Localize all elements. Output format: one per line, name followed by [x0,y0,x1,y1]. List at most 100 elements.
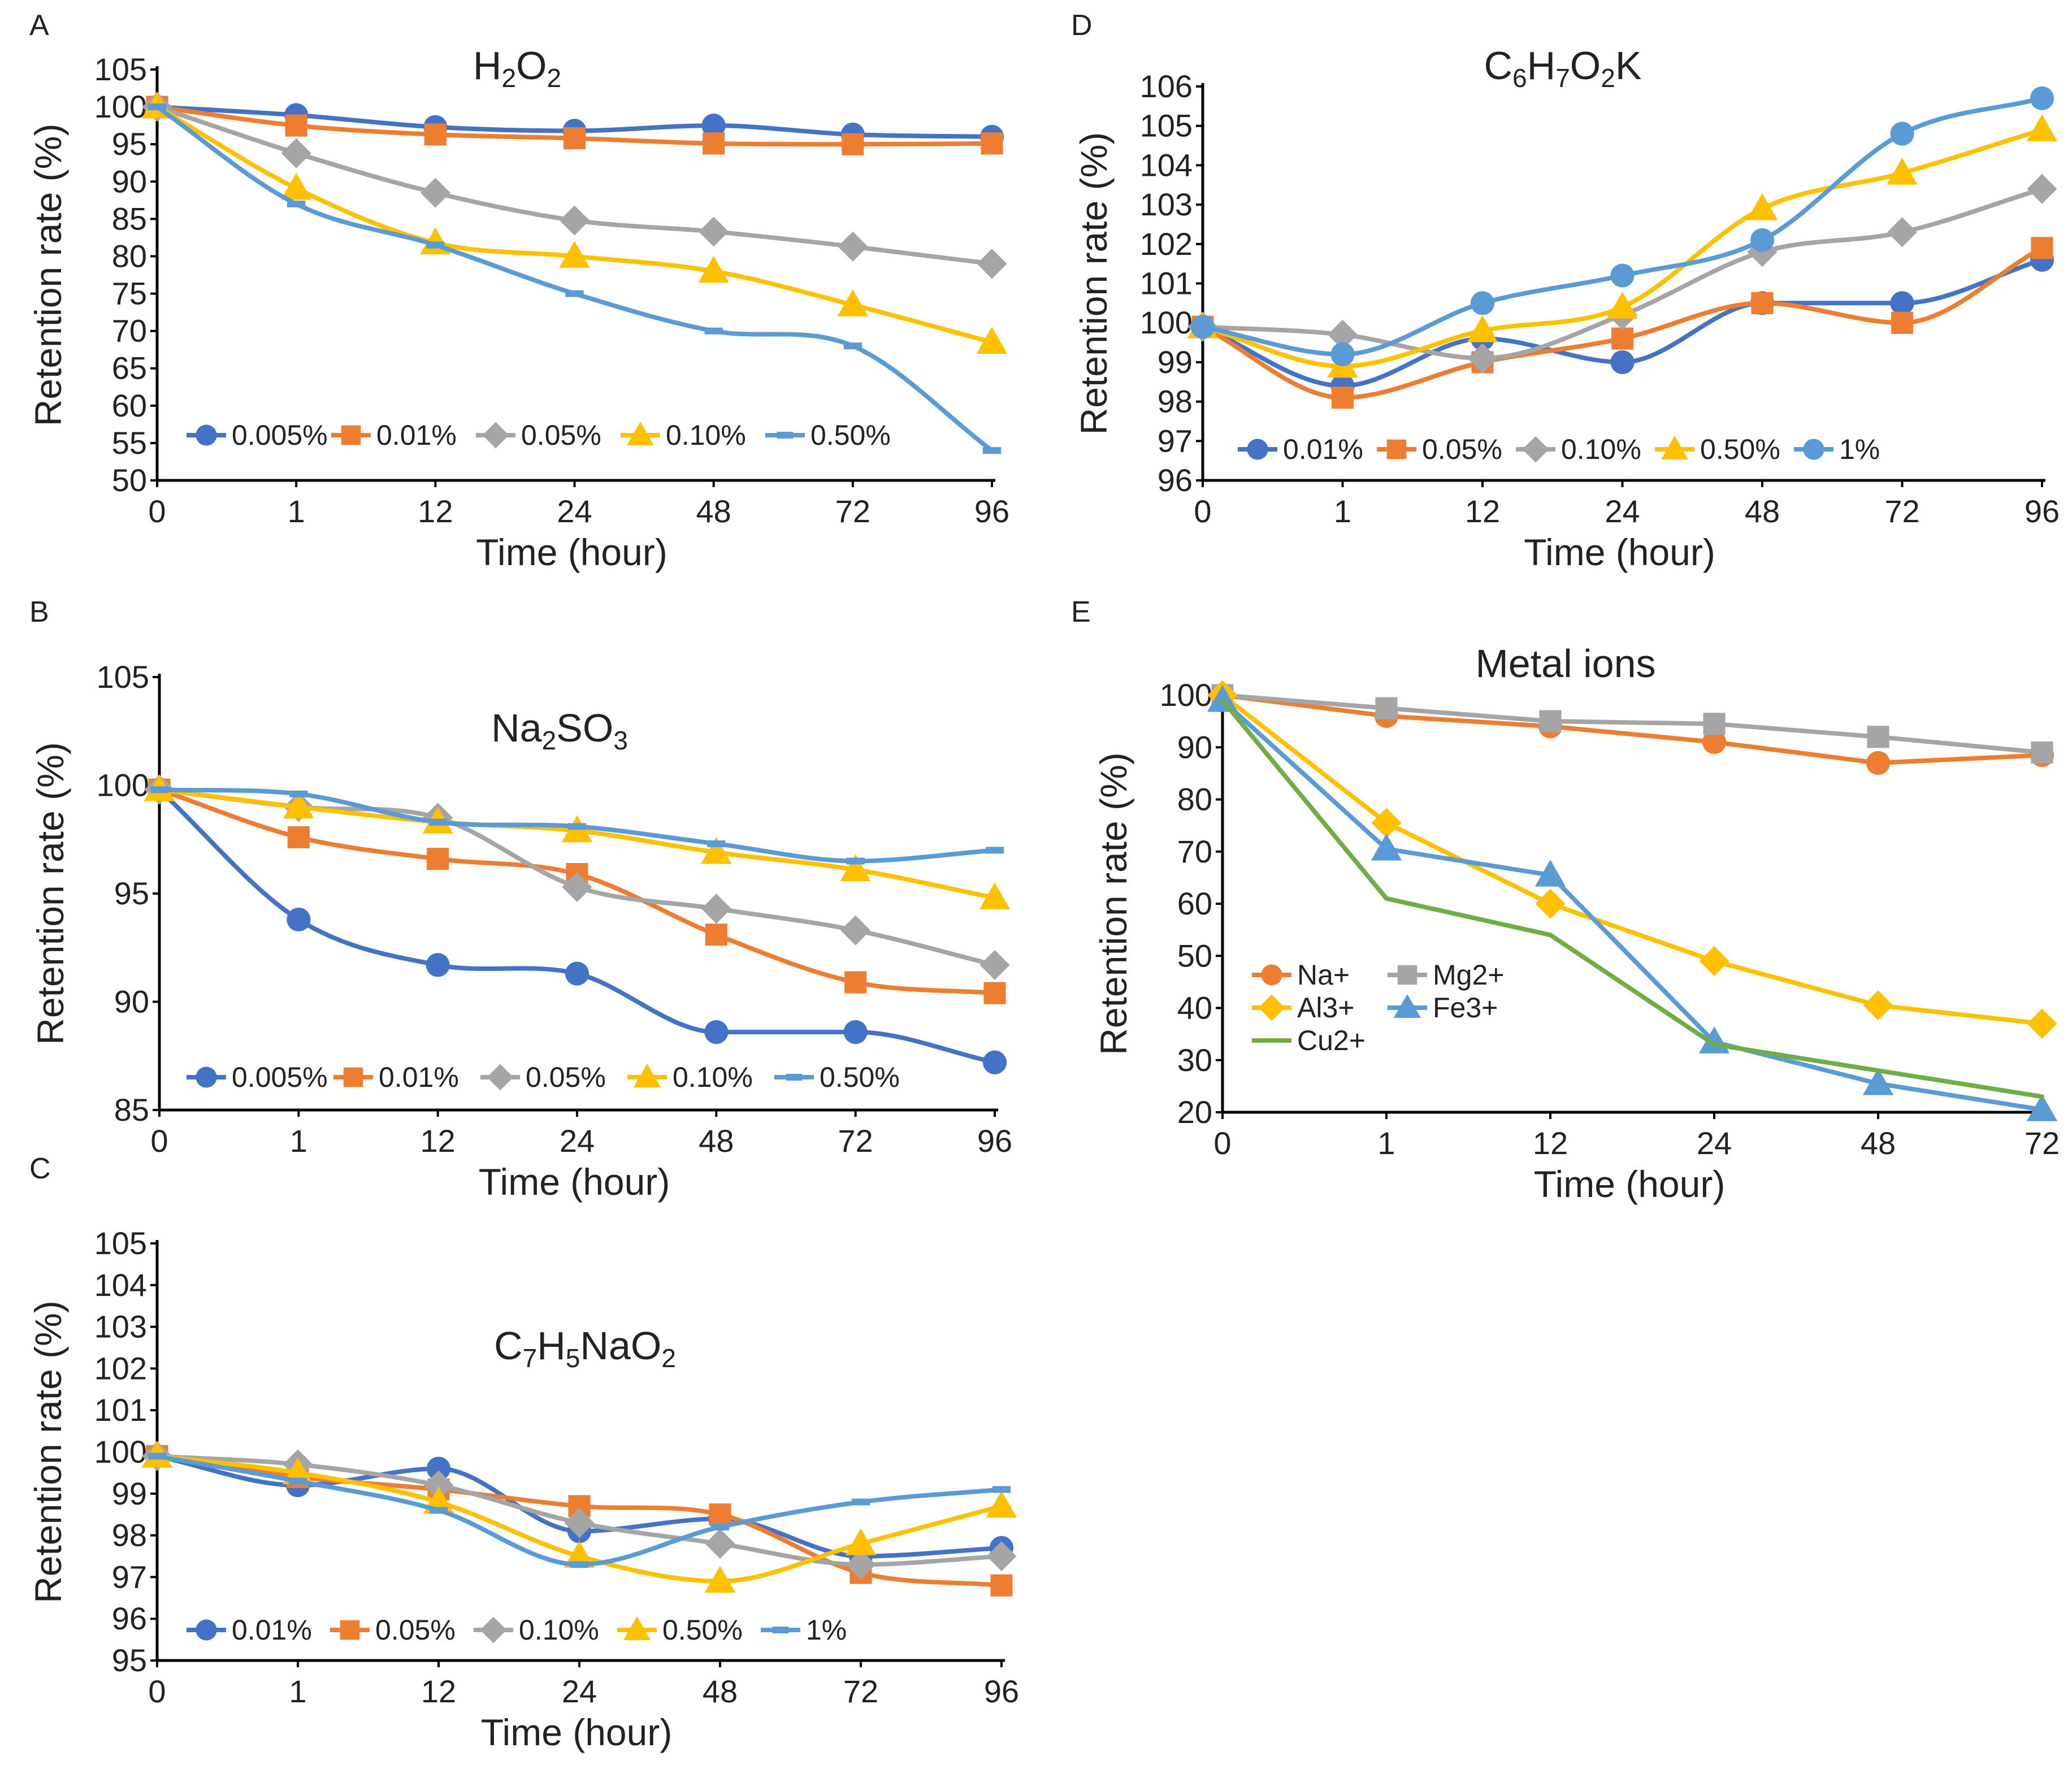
panel-letter: C [29,1152,51,1185]
data-point [285,114,307,137]
legend-swatch-marker [196,424,217,446]
legend-swatch-marker [623,1616,651,1640]
data-point [1891,311,1914,334]
y-tick-label: 80 [1177,782,1212,817]
legend-item: 0.01% [333,1061,459,1093]
x-tick-label: 12 [421,1673,456,1709]
chart-plot-e: Metal ions 20 30 40 50 60 70 80 90 100 0 1 12 24 48 72 T… [1093,641,2060,1205]
data-point [992,1486,1011,1493]
chart-plot-c: C7H5NaO2 95 96 97 98 99 100 101 102 103 104 105 0 1 12… [27,1225,1019,1753]
legend-label: 0.01% [379,1061,459,1093]
legend-item: 0.05% [480,1061,606,1093]
legend: 0.01% 0.05% 0.10% 0.50% 1% [187,1614,847,1646]
x-tick-label: 0 [148,1673,166,1709]
data-point [845,1528,877,1555]
data-point [567,823,587,830]
y-tick-label: 105 [94,1225,147,1261]
legend-item: 0.01% [1238,433,1363,465]
data-point [981,132,1003,155]
data-point [701,837,732,864]
legend-swatch-marker [1261,964,1282,986]
y-tick-label: 95 [112,1642,147,1678]
legend-item: 0.05% [1377,433,1502,465]
legend-swatch-marker [1803,439,1824,460]
legend-swatch-marker [627,422,654,445]
y-axis-title: Retention rate (%) [1093,752,1134,1055]
data-point [1610,263,1635,288]
legend-swatch-marker [196,1619,217,1641]
legend-item: 0.10% [621,419,746,451]
data-point [563,127,586,150]
legend-swatch-marker [482,422,509,449]
y-tick-label: 104 [94,1267,147,1303]
series-Mg2+ [1211,684,2053,764]
legend-label: 0.10% [666,419,746,451]
legend: Na+ Mg2+ Al3+ Fe3+ Cu2+ [1252,959,1504,1056]
y-tick-label: 100 [1140,305,1193,340]
y-tick-label: 90 [112,163,147,199]
data-point [709,1503,731,1526]
x-tick-label: 72 [838,1123,873,1159]
legend-item: Al3+ [1252,992,1354,1024]
legend-swatch-marker [634,1064,661,1087]
data-point [565,961,589,986]
data-point [426,953,450,977]
data-point [1467,343,1498,374]
data-point [840,854,871,882]
data-point [1470,291,1495,315]
y-tick-label: 96 [112,1601,147,1636]
y-tick-label: 50 [112,462,147,498]
data-point [704,1566,736,1593]
data-point [844,971,867,994]
x-tick-label: 96 [974,493,1009,529]
data-point [287,826,310,848]
legend-swatch-marker [772,1627,789,1633]
data-point [979,882,1011,910]
legend-label: 0.50% [810,419,891,451]
y-tick-label: 105 [97,659,149,695]
legend-item: 0.005% [187,1061,328,1093]
y-tick-label: 105 [1140,108,1193,144]
x-tick-label: 48 [1745,493,1780,529]
data-point [976,327,1008,354]
x-tick-label: 12 [1533,1125,1568,1161]
data-point [1890,291,1914,315]
panel-c: C C7H5NaO2 95 96 97 98 99 100 101 102 103 104 105 0 1… [27,1152,1019,1753]
y-tick-label: 50 [1177,938,1212,973]
y-tick-label: 96 [1158,462,1193,498]
legend-swatch-marker [341,425,361,445]
data-point [705,923,727,946]
data-point [1887,217,1918,248]
y-axis-title: Retention rate (%) [27,1300,69,1603]
y-tick-label: 55 [112,425,147,461]
y-tick-label: 65 [112,350,147,386]
data-point [840,915,871,946]
legend-label: 0.05% [526,1061,606,1093]
legend-label: 0.50% [662,1614,743,1646]
x-tick-label: 48 [703,1673,738,1709]
data-point [843,1020,868,1044]
y-tick-label: 85 [114,1092,149,1128]
data-point [986,1541,1017,1572]
data-point [699,216,729,247]
x-tick-label: 12 [418,493,453,529]
x-tick-label: 48 [696,493,731,529]
data-point [426,241,445,249]
x-tick-label: 96 [977,1123,1012,1159]
x-axis-title: Time (hour) [476,531,667,573]
legend-item: Cu2+ [1252,1025,1366,1056]
data-point [986,1490,1017,1518]
data-point [570,1561,589,1568]
data-point [148,1453,167,1460]
data-point [423,1470,454,1501]
y-tick-label: 103 [94,1309,147,1345]
data-point [1610,350,1635,374]
data-point [559,205,590,236]
legend-label: Al3+ [1297,992,1354,1024]
x-tick-label: 96 [2025,493,2060,529]
data-point [2030,86,2054,110]
data-point [1867,726,1889,748]
